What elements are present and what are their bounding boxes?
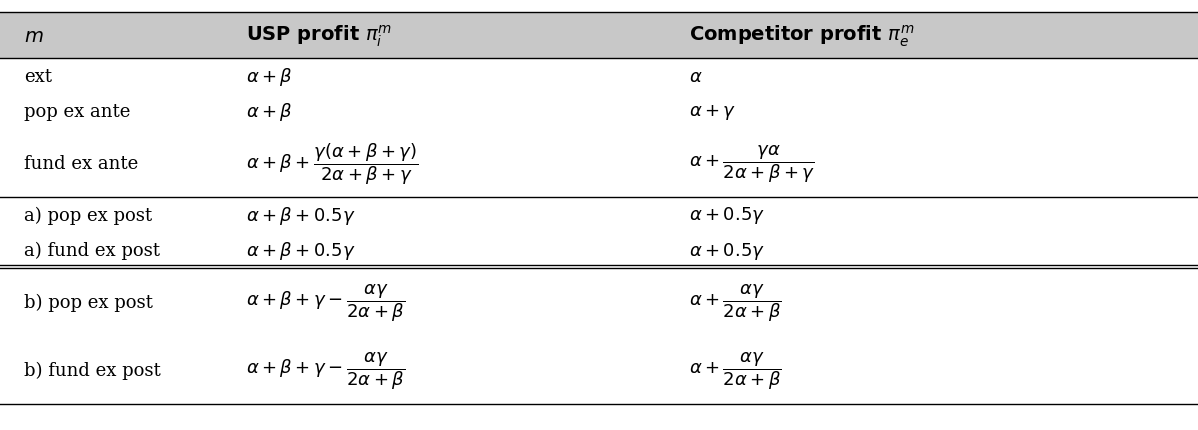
Text: pop ex ante: pop ex ante [24,103,131,121]
Text: USP profit $\pi_i^m$: USP profit $\pi_i^m$ [246,23,392,49]
Text: $\alpha + 0.5\gamma$: $\alpha + 0.5\gamma$ [689,205,764,226]
Text: fund ex ante: fund ex ante [24,155,138,173]
Text: b) fund ex post: b) fund ex post [24,361,161,379]
Text: $\alpha + \beta + 0.5\gamma$: $\alpha + \beta + 0.5\gamma$ [246,240,355,262]
Text: $\alpha + \beta + 0.5\gamma$: $\alpha + \beta + 0.5\gamma$ [246,204,355,227]
Text: $\alpha + \dfrac{\gamma\alpha}{2\alpha + \beta + \gamma}$: $\alpha + \dfrac{\gamma\alpha}{2\alpha +… [689,143,816,184]
Text: $\mathit{m}$: $\mathit{m}$ [24,27,43,46]
Text: $\alpha + \beta + \gamma - \dfrac{\alpha\gamma}{2\alpha + \beta}$: $\alpha + \beta + \gamma - \dfrac{\alpha… [246,350,405,391]
Text: $\alpha + \gamma$: $\alpha + \gamma$ [689,103,737,122]
Text: $\alpha + 0.5\gamma$: $\alpha + 0.5\gamma$ [689,240,764,261]
Text: $\alpha + \dfrac{\alpha\gamma}{2\alpha + \beta}$: $\alpha + \dfrac{\alpha\gamma}{2\alpha +… [689,282,782,323]
Text: a) pop ex post: a) pop ex post [24,206,152,224]
Text: Competitor profit $\pi_e^m$: Competitor profit $\pi_e^m$ [689,23,914,49]
Text: $\alpha + \dfrac{\alpha\gamma}{2\alpha + \beta}$: $\alpha + \dfrac{\alpha\gamma}{2\alpha +… [689,350,782,391]
Text: b) pop ex post: b) pop ex post [24,293,153,311]
Text: a) fund ex post: a) fund ex post [24,242,161,260]
Text: $\alpha + \beta$: $\alpha + \beta$ [246,66,292,88]
Text: $\alpha + \beta + \dfrac{\gamma(\alpha + \beta + \gamma)}{2\alpha + \beta + \gam: $\alpha + \beta + \dfrac{\gamma(\alpha +… [246,141,418,187]
Text: ext: ext [24,68,52,86]
Bar [0,13,1198,59]
Text: $\alpha$: $\alpha$ [689,68,702,86]
Text: $\alpha + \beta + \gamma - \dfrac{\alpha\gamma}{2\alpha + \beta}$: $\alpha + \beta + \gamma - \dfrac{\alpha… [246,282,405,323]
Text: $\alpha + \beta$: $\alpha + \beta$ [246,101,292,123]
